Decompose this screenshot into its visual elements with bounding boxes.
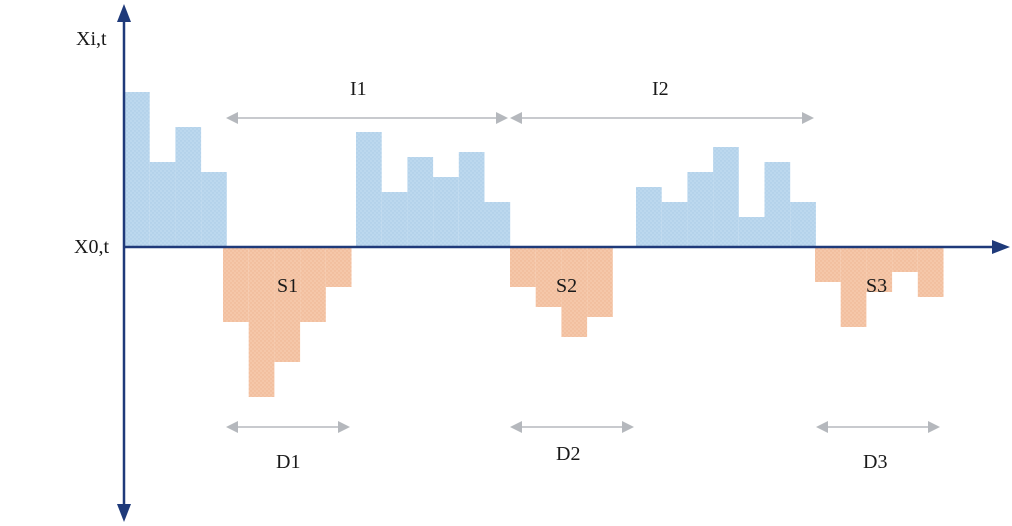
x-axis-arrow-right-icon	[992, 240, 1010, 254]
baseline-label: X0,t	[74, 236, 109, 258]
interval-2-label: I2	[652, 78, 669, 100]
deficit-1-label: S1	[277, 275, 298, 297]
duration-2-label: D2	[556, 443, 580, 465]
surplus-bars	[124, 92, 816, 247]
duration-span-d2	[510, 421, 634, 433]
y-axis-arrow-down-icon	[117, 504, 131, 522]
deficit-bar	[223, 247, 249, 322]
x-axis	[124, 240, 1010, 254]
duration-span-d1	[226, 421, 350, 433]
surplus-bar	[458, 152, 485, 247]
interval-1-right-arrow-icon	[496, 112, 508, 124]
deficit-bar	[840, 247, 867, 327]
interval-2-right-arrow-icon	[802, 112, 814, 124]
duration-span-d3	[816, 421, 940, 433]
deficit-bar	[248, 247, 275, 397]
surplus-bar	[713, 147, 739, 247]
surplus-bar	[738, 217, 765, 247]
deficit-bar	[325, 247, 352, 287]
deficit-bar	[274, 247, 301, 362]
deficit-bar	[866, 247, 893, 292]
y-axis-arrow-up-icon	[117, 4, 131, 22]
interval-1-left-arrow-icon	[226, 112, 238, 124]
duration-3-right-arrow-icon	[928, 421, 940, 433]
surplus-bar	[433, 177, 459, 247]
duration-2-right-arrow-icon	[622, 421, 634, 433]
deficit-bar	[300, 247, 326, 322]
surplus-bar	[661, 202, 688, 247]
deficit-bar	[917, 247, 944, 297]
duration-3-left-arrow-icon	[816, 421, 828, 433]
deficit-bar	[535, 247, 562, 307]
surplus-bar	[484, 202, 511, 247]
deficit-bar	[815, 247, 841, 282]
surplus-bar	[790, 202, 816, 247]
deficit-bar	[892, 247, 918, 272]
interval-1-label: I1	[350, 78, 367, 100]
interval-span-i2	[510, 112, 814, 124]
surplus-bar	[407, 157, 434, 247]
duration-1-right-arrow-icon	[338, 421, 350, 433]
deficit-bars	[223, 247, 944, 397]
deficit-3-label: S3	[866, 275, 887, 297]
deficit-2-label: S2	[556, 275, 577, 297]
duration-2-left-arrow-icon	[510, 421, 522, 433]
deficit-bar	[510, 247, 536, 287]
surplus-bar	[381, 192, 408, 247]
surplus-bar	[636, 187, 662, 247]
surplus-bar	[149, 162, 176, 247]
surplus-bar	[764, 162, 791, 247]
surplus-bar	[201, 172, 227, 247]
y-axis-label: Xi,t	[76, 28, 107, 50]
interval-2-left-arrow-icon	[510, 112, 522, 124]
duration-3-label: D3	[863, 451, 887, 473]
y-axis	[117, 4, 131, 522]
interval-span-i1	[226, 112, 508, 124]
surplus-bar	[175, 127, 202, 247]
surplus-bar	[687, 172, 714, 247]
deficit-bar	[587, 247, 613, 317]
duration-1-left-arrow-icon	[226, 421, 238, 433]
surplus-bar	[356, 132, 382, 247]
duration-1-label: D1	[276, 451, 300, 473]
surplus-bar	[124, 92, 150, 247]
deficit-bar	[561, 247, 588, 337]
